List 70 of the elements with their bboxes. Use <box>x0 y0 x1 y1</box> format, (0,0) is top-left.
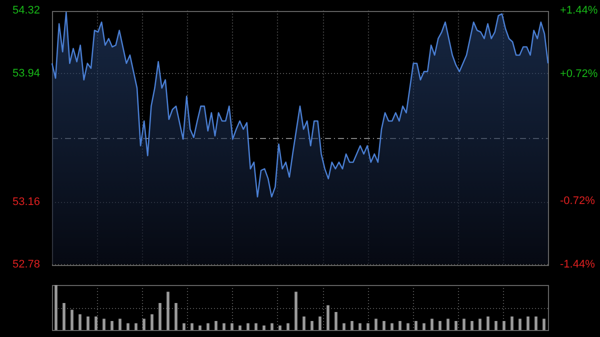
bar <box>118 318 122 330</box>
y-tick-label: 54.32 <box>12 4 40 17</box>
bar <box>190 323 194 330</box>
bar <box>542 318 546 330</box>
y-tick-label: 53.16 <box>12 196 40 208</box>
bar <box>390 323 394 330</box>
bar <box>342 323 346 330</box>
bar <box>486 316 490 330</box>
bar <box>198 326 202 330</box>
bar <box>318 316 322 330</box>
bar <box>438 321 442 330</box>
bar <box>238 326 242 330</box>
bar <box>174 303 178 330</box>
bar <box>254 323 258 330</box>
y2-tick-label: +1.44% <box>560 4 598 17</box>
y2-tick-label: +0.72% <box>560 68 598 80</box>
bar <box>134 323 138 330</box>
bar <box>462 318 466 330</box>
bar <box>286 323 290 330</box>
bar <box>262 326 266 330</box>
bar <box>278 326 282 330</box>
bar <box>518 318 522 330</box>
bar <box>414 321 418 330</box>
bar <box>142 318 146 330</box>
bar <box>62 303 66 330</box>
bar <box>478 318 482 330</box>
bar <box>350 321 354 330</box>
bar <box>526 316 530 330</box>
bar <box>398 321 402 330</box>
bar <box>270 323 274 330</box>
bar <box>326 305 330 330</box>
bar <box>206 323 210 330</box>
y-tick-label: 53.94 <box>12 67 40 80</box>
bar <box>494 321 498 330</box>
y2-tick-label: -1.44% <box>560 258 596 270</box>
bar <box>70 310 74 330</box>
bar <box>446 318 450 330</box>
bar <box>366 323 370 330</box>
bar <box>510 316 514 330</box>
bar <box>54 285 58 330</box>
bar <box>110 321 114 330</box>
bar <box>222 323 226 330</box>
bar <box>158 303 162 330</box>
bar <box>358 323 362 330</box>
bar <box>430 318 434 330</box>
bar <box>534 316 538 330</box>
bar <box>126 323 130 330</box>
bar <box>94 316 98 330</box>
bar <box>422 323 426 330</box>
bar <box>406 323 410 330</box>
y-tick-label: 52.78 <box>12 258 40 270</box>
bar <box>502 321 506 330</box>
bar <box>214 321 218 330</box>
bar <box>230 323 234 330</box>
bar <box>86 316 90 330</box>
bar <box>470 321 474 330</box>
bar <box>302 316 306 330</box>
y2-tick-label: -0.72% <box>560 194 596 207</box>
bar <box>166 292 170 330</box>
bar <box>294 292 298 330</box>
bar <box>78 314 82 330</box>
bar <box>246 323 250 330</box>
bar <box>454 321 458 330</box>
bar <box>334 312 338 330</box>
bar <box>382 321 386 330</box>
bar <box>182 323 186 330</box>
bar <box>310 321 314 330</box>
bar <box>374 318 378 330</box>
bar <box>102 318 106 330</box>
bar <box>150 314 154 330</box>
